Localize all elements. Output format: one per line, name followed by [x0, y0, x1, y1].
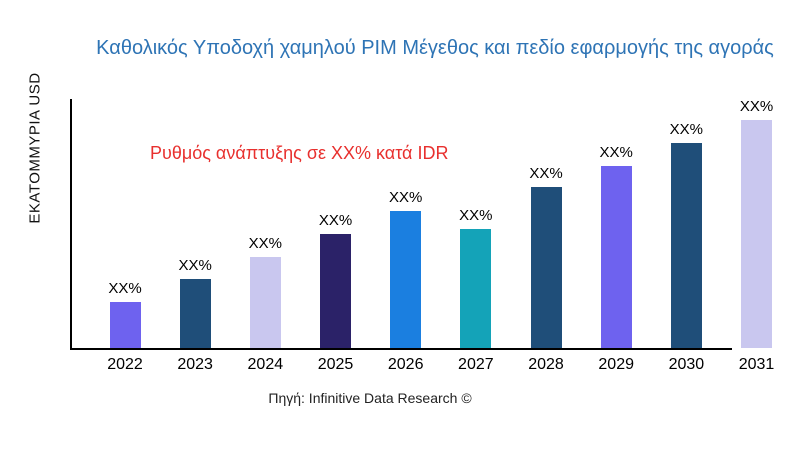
x-tick-label-2026: 2026 [387, 356, 424, 373]
x-tick-label-2023: 2023 [177, 356, 213, 373]
bar-2023 [179, 279, 211, 348]
chart-title: Καθολικός Υποδοχή χαμηλού PIM Μέγεθος κα… [96, 37, 774, 59]
y-axis-label: ΕΚΑΤΟΜΜΥΡΙΑ USD [26, 72, 44, 224]
x-tick-label-2029: 2029 [598, 356, 634, 373]
bar-value-label: XX% [459, 207, 493, 224]
bar-2028 [530, 187, 562, 348]
growth-rate-annotation: Ρυθμός ανάπτυξης σε XX% κατά IDR [150, 143, 449, 163]
bar-value-label: XX% [178, 257, 212, 274]
x-tick-label-2027: 2027 [458, 356, 494, 373]
x-tick-label-2031: 2031 [738, 356, 775, 373]
x-tick-label-2028: 2028 [528, 356, 564, 373]
source-attribution: Πηγή: Infinitive Data Research © [268, 390, 472, 406]
x-tick-label-2030: 2030 [668, 356, 705, 373]
bar-2024 [249, 257, 281, 348]
x-tick-label-2024: 2024 [247, 356, 284, 373]
bar-value-label: XX% [318, 212, 353, 229]
bar-2030 [670, 143, 702, 348]
x-tick-label-2022: 2022 [107, 356, 143, 373]
bar-2027 [460, 229, 492, 348]
x-axis-line [70, 348, 732, 350]
x-tick-label-2025: 2025 [317, 356, 354, 373]
bar-2029 [600, 166, 632, 348]
bar-2026 [390, 211, 422, 348]
bar-value-label: XX% [529, 165, 563, 182]
bar-2022 [109, 302, 141, 348]
bar-2031 [741, 120, 773, 348]
bar-value-label: XX% [108, 280, 142, 297]
y-axis-line [70, 99, 72, 350]
bar-value-label: XX% [388, 189, 423, 206]
bar-value-label: XX% [739, 98, 774, 115]
bar-value-label: XX% [669, 121, 704, 138]
bar-value-label: XX% [248, 235, 282, 252]
bar-value-label: XX% [599, 144, 633, 161]
bar-2025 [320, 234, 351, 348]
